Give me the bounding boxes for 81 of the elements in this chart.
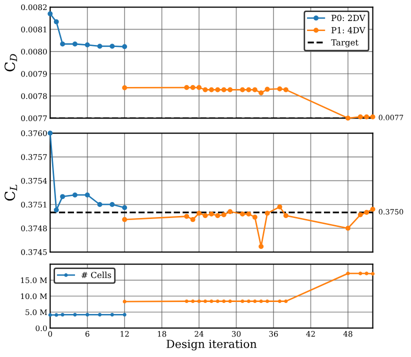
point [97,44,102,49]
point [278,299,282,304]
point [370,272,375,276]
point [358,114,363,120]
point [110,44,115,49]
point [48,130,53,136]
point [264,210,270,216]
legend-label: P0: 2DV [332,14,366,22]
point [264,86,270,92]
point [252,87,258,92]
point [60,194,66,200]
point [190,85,196,90]
y-axis-title: C$_{D}$ [4,54,18,72]
point [358,212,363,218]
x-axis-title: Design iteration [166,340,257,350]
point [122,85,128,90]
point [370,206,376,212]
legend-label: # Cells [82,272,112,278]
point [122,217,128,222]
point [221,87,226,92]
point [60,42,66,46]
point [202,213,208,218]
point [54,208,59,213]
point [358,272,362,276]
point [277,86,282,92]
point [364,272,368,276]
point [240,87,245,92]
point [190,217,196,222]
point [364,210,370,215]
legend-label: P1: 4DV [332,27,366,34]
point [258,244,264,249]
point [208,212,214,216]
point [122,205,128,210]
point [228,87,233,92]
point [184,214,190,219]
point [197,299,201,304]
point [283,213,288,218]
point [196,210,202,216]
point [277,204,282,210]
point [364,114,370,120]
point [110,202,115,207]
point [265,299,270,304]
point [48,313,52,317]
point [215,87,220,92]
point [184,85,190,90]
point [72,192,78,198]
point [54,313,58,317]
point [202,87,208,92]
legend-label: Target [331,39,358,48]
point [240,212,245,216]
point [215,213,220,218]
point [97,202,102,207]
point [110,312,114,316]
point [203,299,208,304]
point [283,87,288,92]
point [54,19,59,24]
point [122,300,126,304]
point [346,272,350,276]
point [370,114,376,120]
point [345,116,350,121]
point [252,214,258,220]
point [122,312,126,316]
point [258,90,264,96]
point [73,312,77,316]
point [98,312,102,316]
y-axis-title: C$_{L}$ [4,184,18,201]
point [72,42,78,46]
point [196,85,202,90]
point [84,42,90,48]
point [345,226,350,231]
point [284,299,288,304]
point [84,192,90,198]
point [60,312,64,316]
point [208,87,214,92]
point [48,11,53,16]
point [246,87,252,92]
point [86,312,90,316]
point [228,209,233,214]
point [246,212,252,216]
point [122,44,128,50]
point [221,212,226,218]
